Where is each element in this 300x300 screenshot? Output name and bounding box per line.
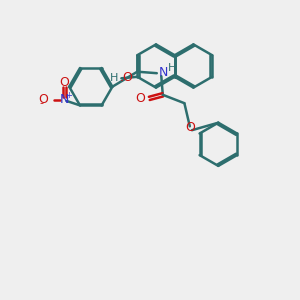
Text: .O: .O [119,71,133,84]
Text: O: O [185,121,195,134]
Text: +: + [65,91,72,100]
Text: H: H [168,63,176,73]
Text: N: N [158,66,168,79]
Text: H: H [110,73,118,83]
Text: -: - [40,98,44,108]
Text: O: O [39,93,49,106]
Text: N: N [59,93,69,106]
Text: O: O [59,76,69,89]
Text: O: O [135,92,145,106]
